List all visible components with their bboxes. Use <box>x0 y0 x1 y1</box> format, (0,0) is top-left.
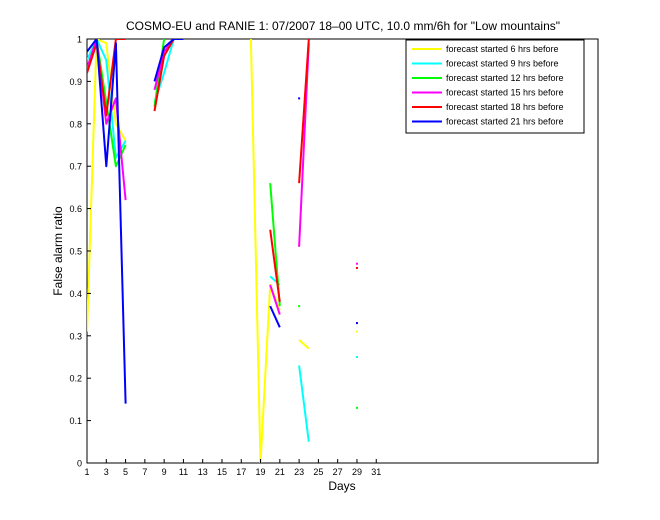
legend-label: forecast started 9 hrs before <box>446 59 559 69</box>
y-tick-label: 0.5 <box>69 247 82 257</box>
series-line <box>269 305 281 328</box>
data-point <box>355 262 358 265</box>
x-axis: 1 3 5 7 9 11 13 15 17 19 21 23 25 27 29 31 <box>84 459 381 477</box>
x-tick-label: 3 <box>104 467 109 477</box>
y-tick-label: 0 <box>77 459 82 469</box>
x-tick-label: 23 <box>294 467 304 477</box>
legend-label: forecast started 15 hrs before <box>446 88 564 98</box>
series-line <box>298 39 310 184</box>
chart-title: COSMO-EU and RANIE 1: 07/2007 18–00 UTC,… <box>126 19 560 33</box>
legend-label: forecast started 6 hrs before <box>446 44 559 54</box>
y-tick-label: 0.2 <box>69 374 82 384</box>
data-point <box>355 406 358 409</box>
series-line <box>298 365 310 442</box>
x-tick-label: 27 <box>333 467 343 477</box>
series-layer <box>87 39 358 463</box>
data-point <box>298 97 301 100</box>
legend: forecast started 6 hrs before forecast st… <box>405 39 585 134</box>
x-tick-label: 9 <box>162 467 167 477</box>
y-tick-label: 0.3 <box>69 331 82 341</box>
x-tick-label: 19 <box>256 467 266 477</box>
legend-label: forecast started 18 hrs before <box>446 102 564 112</box>
y-axis-label: False alarm ratio <box>51 206 65 296</box>
y-tick-label: 0.7 <box>69 162 82 172</box>
legend-box <box>405 39 585 134</box>
legend-label: forecast started 21 hrs before <box>446 117 564 127</box>
series-5 <box>87 39 358 404</box>
series-line <box>153 39 184 82</box>
y-tick-label: 0.6 <box>69 204 82 214</box>
series-line <box>269 229 281 303</box>
x-tick-label: 1 <box>84 467 89 477</box>
x-tick-label: 15 <box>217 467 227 477</box>
y-tick-label: 1 <box>77 35 82 45</box>
x-tick-label: 25 <box>313 467 323 477</box>
x-tick-label: 7 <box>142 467 147 477</box>
data-point <box>355 322 358 325</box>
x-tick-label: 17 <box>236 467 246 477</box>
x-axis-label: Days <box>328 479 355 493</box>
series-line <box>87 39 126 117</box>
x-tick-label: 31 <box>371 467 381 477</box>
data-point <box>298 305 301 308</box>
series-4 <box>87 39 358 303</box>
y-axis: 0 0.1 0.2 0.3 0.4 0.5 0.6 0.7 0.8 0.9 1 <box>69 35 91 469</box>
data-point <box>355 356 358 358</box>
x-tick-label: 13 <box>198 467 208 477</box>
y-tick-label: 0.4 <box>69 289 82 299</box>
y-tick-label: 0.8 <box>69 119 82 129</box>
x-tick-label: 21 <box>275 467 285 477</box>
x-tick-label: 29 <box>352 467 362 477</box>
series-line <box>87 39 127 404</box>
series-line <box>153 39 175 112</box>
series-line <box>269 284 281 315</box>
x-tick-label: 5 <box>123 467 128 477</box>
x-tick-label: 11 <box>179 467 188 477</box>
y-tick-label: 0.1 <box>69 416 82 426</box>
y-tick-label: 0.9 <box>69 77 82 87</box>
legend-label: forecast started 12 hrs before <box>446 73 564 83</box>
data-point <box>355 266 358 269</box>
series-line <box>298 339 310 350</box>
data-point <box>355 330 358 333</box>
